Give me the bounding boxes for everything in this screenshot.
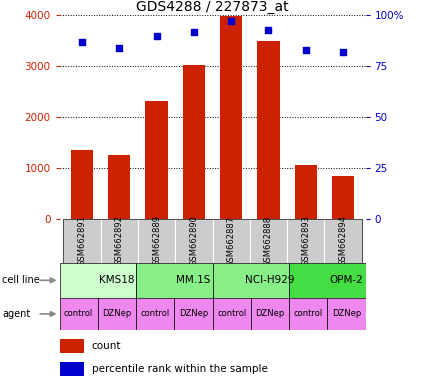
Bar <box>98 298 136 330</box>
Text: GSM662888: GSM662888 <box>264 215 273 266</box>
Point <box>153 33 160 39</box>
Text: control: control <box>217 310 246 318</box>
Text: GSM662894: GSM662894 <box>339 215 348 266</box>
Point <box>340 49 346 55</box>
Text: control: control <box>141 310 170 318</box>
Bar <box>324 219 362 263</box>
Bar <box>250 219 287 263</box>
Bar <box>136 298 174 330</box>
Bar <box>257 41 280 219</box>
Bar <box>289 263 366 298</box>
Bar <box>295 165 317 219</box>
Point <box>265 26 272 33</box>
Text: DZNep: DZNep <box>102 310 131 318</box>
Bar <box>138 219 175 263</box>
Point <box>228 18 235 25</box>
Bar <box>145 101 168 219</box>
Bar <box>327 298 366 330</box>
Text: GSM662891: GSM662891 <box>77 215 86 266</box>
Bar <box>212 219 250 263</box>
Text: GSM662893: GSM662893 <box>301 215 310 266</box>
Bar <box>175 219 212 263</box>
Bar <box>60 362 84 376</box>
Bar <box>212 298 251 330</box>
Bar <box>71 150 93 219</box>
Point <box>303 47 309 53</box>
Bar <box>212 263 289 298</box>
Title: GDS4288 / 227873_at: GDS4288 / 227873_at <box>136 0 289 14</box>
Point <box>79 39 85 45</box>
Bar <box>63 219 101 263</box>
Text: GSM662887: GSM662887 <box>227 215 235 266</box>
Bar <box>108 155 130 219</box>
Text: OPM-2: OPM-2 <box>329 275 363 285</box>
Text: percentile rank within the sample: percentile rank within the sample <box>92 364 267 374</box>
Text: control: control <box>294 310 323 318</box>
Text: agent: agent <box>2 309 30 319</box>
Bar <box>183 65 205 219</box>
Text: DZNep: DZNep <box>332 310 361 318</box>
Bar <box>136 263 212 298</box>
Bar <box>60 298 98 330</box>
Text: count: count <box>92 341 121 351</box>
Text: GSM662889: GSM662889 <box>152 215 161 266</box>
Text: KMS18: KMS18 <box>99 275 135 285</box>
Bar <box>332 176 354 219</box>
Text: GSM662890: GSM662890 <box>190 215 198 266</box>
Text: DZNep: DZNep <box>179 310 208 318</box>
Point <box>116 45 122 51</box>
Point <box>190 28 197 35</box>
Bar <box>289 298 327 330</box>
Bar <box>60 339 84 353</box>
Bar <box>101 219 138 263</box>
Text: MM.1S: MM.1S <box>176 275 210 285</box>
Text: NCI-H929: NCI-H929 <box>245 275 295 285</box>
Bar <box>174 298 212 330</box>
Text: cell line: cell line <box>2 275 40 285</box>
Text: DZNep: DZNep <box>255 310 284 318</box>
Bar <box>287 219 324 263</box>
Bar <box>251 298 289 330</box>
Bar <box>220 17 242 219</box>
Text: GSM662892: GSM662892 <box>115 215 124 266</box>
Text: control: control <box>64 310 93 318</box>
Bar <box>60 263 136 298</box>
